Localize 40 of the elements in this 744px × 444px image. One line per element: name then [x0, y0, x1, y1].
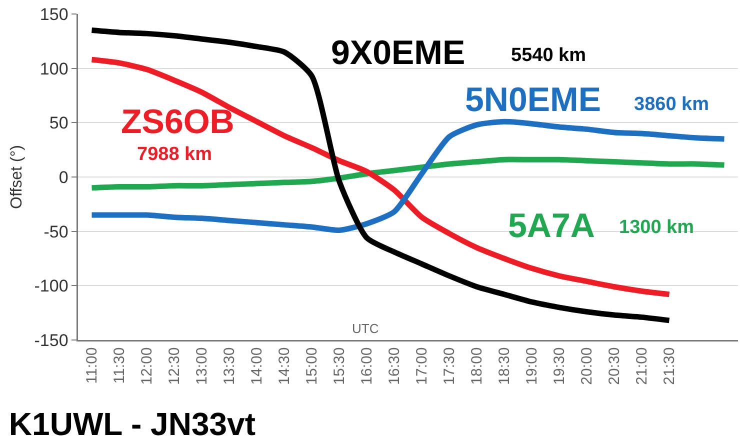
- series-label: 9X0EME: [331, 34, 466, 72]
- x-tick-label: 19:30: [551, 347, 568, 385]
- text: K1UWL - JN33vt: [8, 406, 256, 442]
- x-tick-label: 19:00: [524, 347, 541, 385]
- annotation: 7988 km: [137, 144, 212, 165]
- x-tick-label: 12:30: [166, 347, 184, 385]
- x-tick-label: 20:30: [606, 347, 624, 385]
- x-tick-label: 18:00: [468, 347, 486, 385]
- annotation: 3860 km: [634, 94, 710, 115]
- y-axis-title: Offset (°): [8, 145, 26, 209]
- x-tick-label: 16:30: [386, 347, 404, 385]
- y-tick-label: 0: [58, 168, 68, 187]
- y-tick-label: 50: [49, 114, 68, 133]
- annotation: 1300 km: [619, 217, 694, 238]
- y-tick-label: -150: [34, 330, 68, 350]
- y-tick-label: -100: [34, 276, 68, 296]
- series-label: ZS6OB: [121, 103, 234, 141]
- x-tick-label: 13:30: [221, 347, 238, 385]
- x-tick-label: 18:30: [496, 347, 514, 385]
- x-tick-label: 11:00: [84, 347, 101, 384]
- x-tick-label: 21:30: [661, 347, 678, 385]
- series-label: 5A7A: [508, 207, 595, 245]
- x-tick-label: 15:30: [331, 347, 348, 385]
- x-tick-label: 17:00: [414, 347, 431, 385]
- x-tick-label: 20:00: [578, 347, 596, 385]
- series-label: 5N0EME: [465, 81, 602, 119]
- x-tick-label: 14:00: [248, 347, 266, 385]
- x-tick-label: 14:30: [276, 347, 294, 385]
- x-tick-label: 21:00: [634, 347, 651, 385]
- annotation: 5540 km: [511, 45, 586, 66]
- y-tick-label: 150: [40, 4, 68, 24]
- x-tick-label: 16:00: [358, 347, 376, 385]
- x-tick-label: 12:00: [138, 347, 156, 385]
- x-tick-label: 13:00: [194, 347, 211, 385]
- x-axis-title: UTC: [352, 321, 379, 336]
- x-tick-label: 11:30: [111, 347, 128, 384]
- y-tick-label: 100: [40, 59, 68, 78]
- y-tick-label: -50: [44, 222, 68, 242]
- x-tick-label: 15:00: [304, 347, 321, 385]
- x-tick-label: 17:30: [441, 347, 458, 385]
